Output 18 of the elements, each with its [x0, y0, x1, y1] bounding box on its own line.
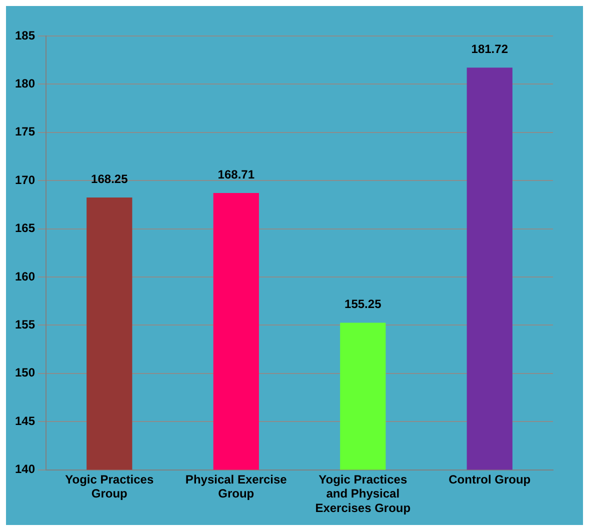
y-tick-label: 180	[14, 76, 36, 91]
y-tick-label: 150	[14, 366, 36, 380]
y-tick-label: 170	[14, 172, 36, 187]
x-tick-label: Physical Exercise Group	[185, 472, 288, 501]
data-label: 155.25	[344, 297, 382, 312]
x-tick-label: Yogic Practices and Physical Exercises Group	[315, 472, 411, 516]
y-tick-label: 160	[14, 269, 36, 284]
y-tick-label: 185	[14, 28, 36, 42]
y-tick-label: 155	[14, 318, 36, 332]
y-tick-label: 175	[14, 124, 36, 139]
x-tick-label: Yogic Practices Group	[65, 472, 154, 501]
y-tick-label: 140	[14, 462, 36, 476]
x-tick-label: Control Group	[448, 472, 531, 486]
y-tick-label: 165	[14, 221, 36, 236]
data-label: 181.72	[471, 42, 508, 56]
data-label: 168.25	[91, 172, 128, 186]
data-label: 168.71	[218, 167, 255, 182]
y-tick-label: 145	[14, 414, 36, 428]
